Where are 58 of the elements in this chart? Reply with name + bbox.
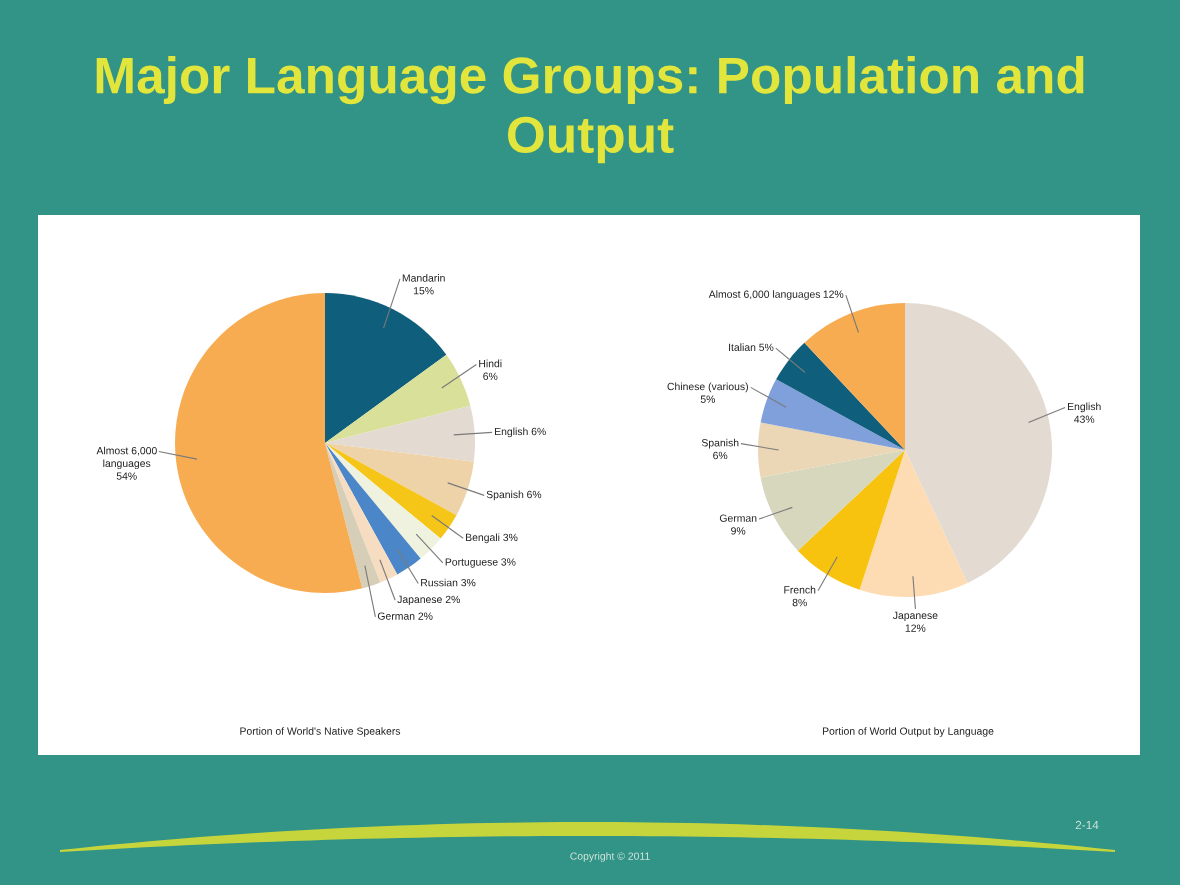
slice-label: Japanese [397,595,442,606]
pie-slice [175,293,363,593]
pie-slice [776,342,905,450]
data-label: 15% [414,287,434,295]
slice-label: German [719,514,757,522]
data-label: 5% [700,395,716,403]
data-label: 6% [531,427,546,436]
data-label: 3% [503,533,518,542]
slice-label: Japanese [892,611,938,622]
slice-label: Chinese (various) [667,382,748,393]
slice-label: Russian [421,578,458,587]
pie-slice [760,379,905,450]
pie-slice [804,303,905,450]
pie-slice [325,354,471,443]
slice-label: Spanish [486,490,524,501]
data-label: 2% [418,612,433,620]
slice-label: Mandarin [402,274,445,282]
data-label: 8% [792,598,807,607]
slice-label: Almost 6,000 languages [96,446,157,470]
slice-label: Portuguese [445,558,498,568]
data-label: 6% [713,451,728,460]
text: 2-14 [1075,820,1099,830]
data-label: 3% [501,558,516,566]
slice-label: German [377,612,415,620]
pie-slice [760,450,905,551]
slice-label: English [1067,402,1101,413]
pie-slice [325,443,421,575]
pie-slice [325,443,398,583]
slice-label: French [784,585,816,594]
chart-title: Major Language Groups: Population and Output [96,56,1084,164]
pie-slice [325,443,457,539]
slice-label: English [495,427,528,438]
data-label: 12% [823,290,844,298]
pie-slice [325,443,381,589]
slice-label: Hindi [479,359,502,368]
pie-slice [325,293,447,443]
slice-label: Italian [729,343,756,351]
data-label: 6% [527,490,542,499]
slice-label: Spanish [701,438,739,449]
text: Portion of World's Native Speakers [240,727,401,737]
pie-slice [905,303,1052,584]
pie-slice [758,422,905,478]
pie-slice [859,450,968,597]
data-label: 2% [445,595,460,604]
data-label: 9% [731,527,746,535]
data-label: 12% [905,624,926,632]
slice-label: Almost 6,000 languages [708,290,821,300]
pie-slice [325,443,441,559]
text: Copyright © 2011 [570,852,650,862]
text: Portion of World Output by Language [822,727,994,737]
slice-label: Bengali [466,533,500,544]
data-label: 43% [1074,415,1095,423]
pie-slice [325,405,475,462]
data-label: 6% [483,372,498,380]
data-label: 5% [759,343,774,351]
data-label: 54% [116,472,137,480]
pie-slice [325,443,474,516]
data-label: 3% [461,578,476,587]
